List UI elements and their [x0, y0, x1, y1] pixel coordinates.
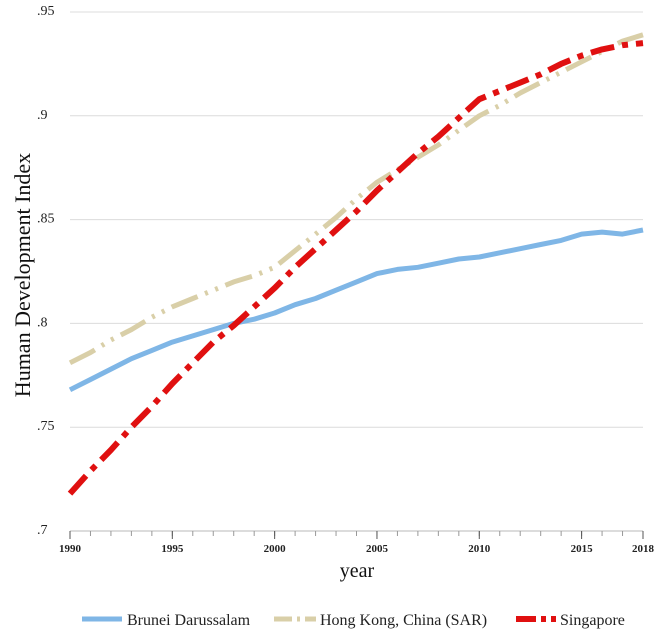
y-axis: .7 .75 .8 .85 .9 .95 [37, 4, 55, 538]
y-tick-label: .8 [37, 315, 48, 330]
gridlines [70, 11, 643, 532]
x-axis: 1990 1995 2000 2005 2010 2015 2018 [59, 530, 655, 555]
x-tick-label: 2000 [264, 543, 287, 555]
legend-label-2: Singapore [560, 612, 625, 629]
series-line-0 [68, 227, 644, 393]
x-tick-label: 2015 [571, 543, 594, 555]
x-tick-label: 2018 [632, 543, 655, 555]
y-tick-label: .7 [37, 523, 48, 538]
y-tick-label: .75 [37, 419, 55, 434]
x-axis-title: year [340, 560, 375, 582]
y-tick-label: .9 [37, 108, 48, 123]
series-layer [67, 32, 644, 496]
x-tick-label: 2005 [366, 543, 389, 555]
y-tick-label: .95 [37, 4, 55, 19]
y-tick-label: .85 [37, 212, 55, 227]
series-line-1 [68, 32, 644, 366]
series-line-2 [67, 40, 644, 496]
legend-label-1: Hong Kong, China (SAR) [320, 612, 487, 629]
legend-label-0: Brunei Darussalam [127, 612, 251, 629]
x-tick-label: 2010 [468, 543, 491, 555]
legend: Brunei Darussalam Hong Kong, China (SAR) S… [82, 612, 625, 629]
y-axis-title: Human Development Index [10, 153, 35, 397]
x-tick-label: 1990 [59, 543, 82, 555]
x-tick-label: 1995 [161, 543, 184, 555]
